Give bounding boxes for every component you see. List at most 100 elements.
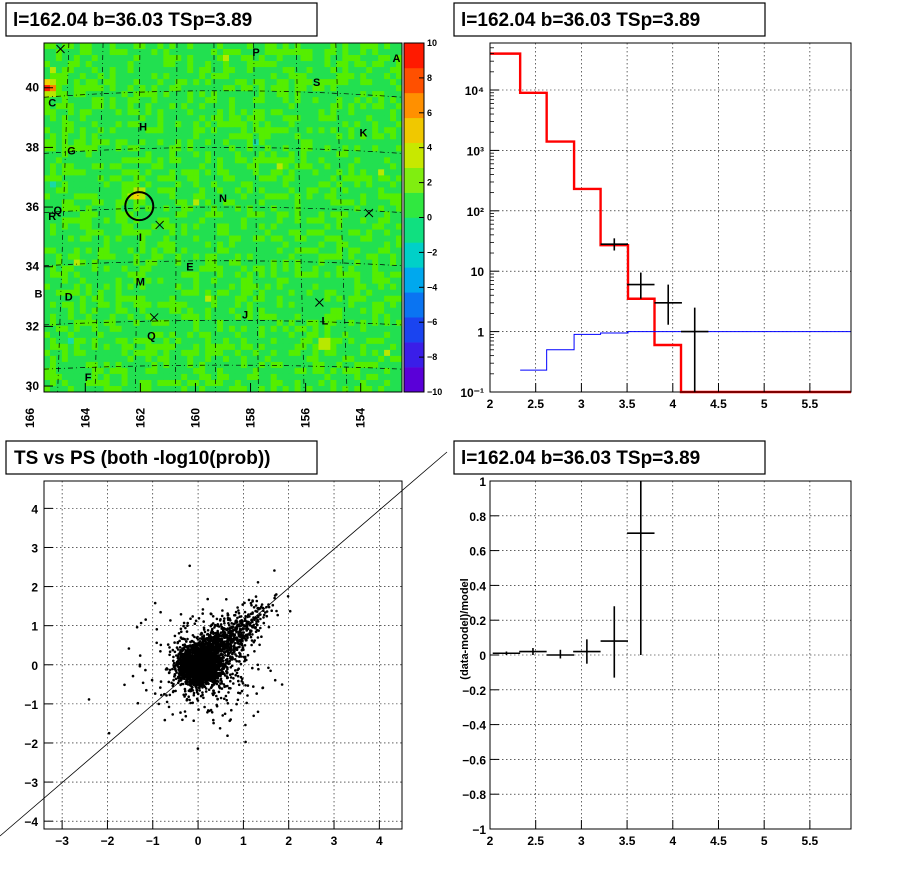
heatmap-cell xyxy=(252,229,260,236)
heatmap-cell xyxy=(336,259,343,267)
heatmap-cell xyxy=(157,385,164,393)
heatmap-cell xyxy=(318,247,325,255)
heatmap-cell xyxy=(211,229,218,236)
heatmap-cell xyxy=(258,247,266,255)
heatmap-cell xyxy=(133,61,140,68)
heatmap-cell xyxy=(151,79,158,86)
heatmap-cell xyxy=(175,103,182,110)
heatmap-cell xyxy=(384,373,391,381)
heatmap-cell xyxy=(175,199,182,206)
heatmap-cell xyxy=(169,229,176,236)
scatter-point xyxy=(212,718,215,722)
heatmap-cell xyxy=(276,169,284,176)
heatmap-cell xyxy=(354,283,361,291)
heatmap-cell xyxy=(163,199,170,206)
heatmap-cell xyxy=(181,103,188,110)
heatmap-cell xyxy=(330,265,337,273)
heatmap-cell xyxy=(145,367,152,375)
heatmap-cell xyxy=(193,61,200,68)
heatmap-cell xyxy=(91,61,99,68)
heatmap-cell xyxy=(55,355,63,363)
heatmap-cell xyxy=(312,85,319,92)
heatmap-cell xyxy=(61,139,69,146)
heatmap-cell xyxy=(109,385,116,393)
heatmap-cell xyxy=(97,307,105,315)
heatmap-cell xyxy=(85,109,93,116)
heatmap-cell xyxy=(234,157,242,164)
heatmap-cell xyxy=(396,343,403,351)
heatmap-cell xyxy=(264,211,272,218)
scatter-point xyxy=(273,596,276,600)
heatmap-cell xyxy=(85,187,93,194)
heatmap-cell xyxy=(372,205,379,212)
heatmap-cell xyxy=(258,121,266,128)
heatmap-cell xyxy=(103,223,111,230)
heatmap-cell xyxy=(67,349,75,357)
heatmap-cell xyxy=(312,157,319,164)
heatmap-cell xyxy=(372,187,379,194)
heatmap-cell xyxy=(127,319,134,327)
heatmap-cell xyxy=(157,79,164,86)
heatmap-cell xyxy=(348,247,355,255)
heatmap-cell xyxy=(228,163,236,170)
heatmap-cell xyxy=(318,85,325,92)
heatmap-cell xyxy=(67,67,75,74)
heatmap-cell xyxy=(187,193,194,200)
heatmap-cell xyxy=(223,355,230,363)
heatmap-cell xyxy=(360,229,367,236)
heatmap-cell xyxy=(348,109,355,116)
heatmap-cell xyxy=(360,337,367,345)
heatmap-cell xyxy=(354,73,361,80)
heatmap-cell xyxy=(169,319,176,327)
heatmap-cell xyxy=(61,235,69,242)
heatmap-cell xyxy=(366,259,373,267)
colorbar-segment xyxy=(404,367,424,393)
heatmap-cell xyxy=(151,331,158,339)
heatmap-cell xyxy=(336,235,343,242)
heatmap-cell xyxy=(240,139,248,146)
heatmap-cell xyxy=(288,235,295,242)
heatmap-cell xyxy=(270,61,278,68)
heatmap-cell xyxy=(372,199,379,206)
heatmap-cell xyxy=(73,199,81,206)
heatmap-cell xyxy=(294,331,301,339)
heatmap-cell xyxy=(79,169,87,176)
heatmap-cell xyxy=(306,229,313,236)
heatmap-cell xyxy=(234,211,242,218)
heatmap-cell xyxy=(139,55,146,62)
heatmap-cell xyxy=(342,91,349,98)
heatmap-cell xyxy=(276,67,284,74)
heatmap-cell xyxy=(109,301,116,309)
heatmap-cell xyxy=(121,295,128,303)
heatmap-cell xyxy=(85,325,93,333)
heatmap-cell xyxy=(109,115,116,122)
scatter-point xyxy=(183,687,187,691)
heatmap-cell xyxy=(324,349,331,357)
heatmap-cell xyxy=(44,331,51,339)
skymap-source-label: C xyxy=(48,98,56,110)
heatmap-cell xyxy=(228,121,236,128)
heatmap-cell xyxy=(246,229,254,236)
colorbar-segment xyxy=(404,217,424,243)
skymap-ytick-label: 34 xyxy=(26,260,40,274)
heatmap-cell xyxy=(223,121,230,128)
heatmap-cell xyxy=(127,349,134,357)
heatmap-cell xyxy=(223,145,230,152)
heatmap-cell xyxy=(181,163,188,170)
heatmap-cell xyxy=(121,121,128,128)
heatmap-cell xyxy=(44,253,51,261)
heatmap-cell xyxy=(199,109,206,116)
heatmap-cell xyxy=(234,301,242,309)
skymap-title-box: l=162.04 b=36.03 TSp=3.89 xyxy=(5,2,318,37)
heatmap-cell xyxy=(276,307,284,315)
heatmap-cell xyxy=(234,223,242,230)
heatmap-cell xyxy=(246,85,254,92)
heatmap-cell xyxy=(85,337,93,345)
heatmap-cell xyxy=(73,121,81,128)
heatmap-cell xyxy=(228,331,236,339)
spectrum-xtick-label: 4 xyxy=(669,397,676,411)
spectrum-data-point xyxy=(681,307,709,392)
heatmap-cell xyxy=(61,193,69,200)
heatmap-cell xyxy=(151,193,158,200)
heatmap-cell xyxy=(306,331,313,339)
